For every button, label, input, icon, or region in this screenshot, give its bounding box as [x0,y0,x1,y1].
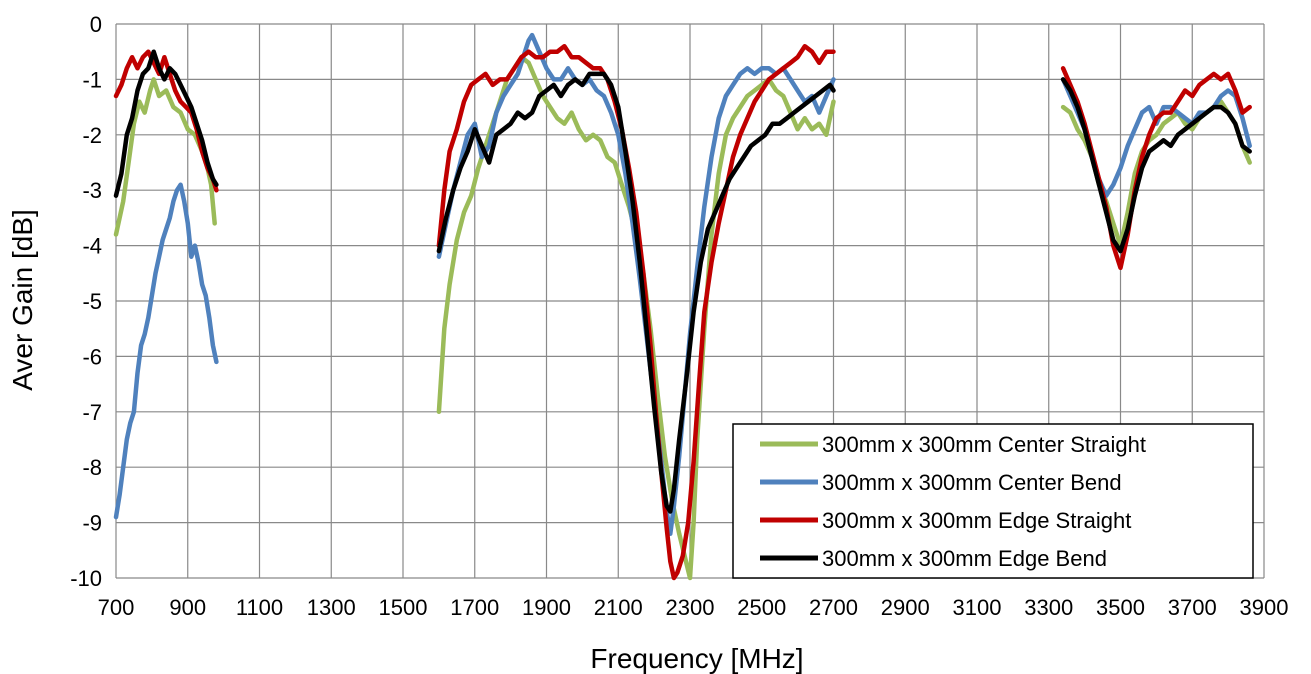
x-tick-label: 700 [98,595,135,620]
series-line-4-segment-1 [113,49,219,198]
y-tick-label: -1 [82,67,102,92]
x-tick-label: 2700 [809,595,858,620]
y-tick-label: -6 [82,344,102,369]
x-tick-label: 2500 [737,595,786,620]
y-axis-ticks: 0 -1 -2 -3 -4 -5 -6 -7 -8 -9 -10 [70,12,102,591]
x-tick-label: 900 [169,595,206,620]
y-tick-label: -5 [82,289,102,314]
x-tick-label: 1900 [522,595,571,620]
x-tick-label: 3300 [1024,595,1073,620]
x-tick-label: 1300 [307,595,356,620]
series-line-3-segment-1 [113,49,219,193]
chart-legend: 300mm x 300mm Center Straight 300mm x 300… [732,423,1254,579]
x-tick-label: 3700 [1168,595,1217,620]
legend-label: 300mm x 300mm Edge Bend [822,546,1107,571]
legend-label: 300mm x 300mm Center Bend [822,470,1122,495]
series-line-4-segment-2 [436,71,836,514]
x-tick-label: 2100 [594,595,643,620]
x-tick-label: 3900 [1240,595,1289,620]
y-axis-title: Aver Gain [dB] [7,209,38,391]
legend-box [732,423,1254,579]
y-tick-label: -7 [82,400,102,425]
series-line-4-segment-3 [1060,77,1252,254]
y-tick-label: -9 [82,511,102,536]
x-tick-label: 1700 [450,595,499,620]
x-tick-label: 2300 [666,595,715,620]
series-line-3-segment-2 [436,43,836,581]
y-tick-label: -2 [82,123,102,148]
y-tick-label: -10 [70,566,102,591]
x-tick-label: 2900 [881,595,930,620]
x-tick-label: 3500 [1096,595,1145,620]
y-tick-label: 0 [90,12,102,37]
y-tick-label: -4 [82,234,102,259]
y-tick-label: -3 [82,178,102,203]
y-tick-label: -8 [82,455,102,480]
x-tick-label: 1100 [236,595,283,620]
legend-label: 300mm x 300mm Center Straight [822,432,1146,457]
x-tick-label: 3100 [953,595,1002,620]
series-line-2-segment-1 [113,182,219,520]
chart-series [113,32,1252,581]
x-axis-title: Frequency [MHz] [590,643,803,674]
x-axis-ticks: 700 900 1100 1300 1500 1700 1900 2100 2300 2500 27… [98,595,1289,620]
legend-label: 300mm x 300mm Edge Straight [822,508,1131,533]
x-tick-label: 1500 [379,595,428,620]
